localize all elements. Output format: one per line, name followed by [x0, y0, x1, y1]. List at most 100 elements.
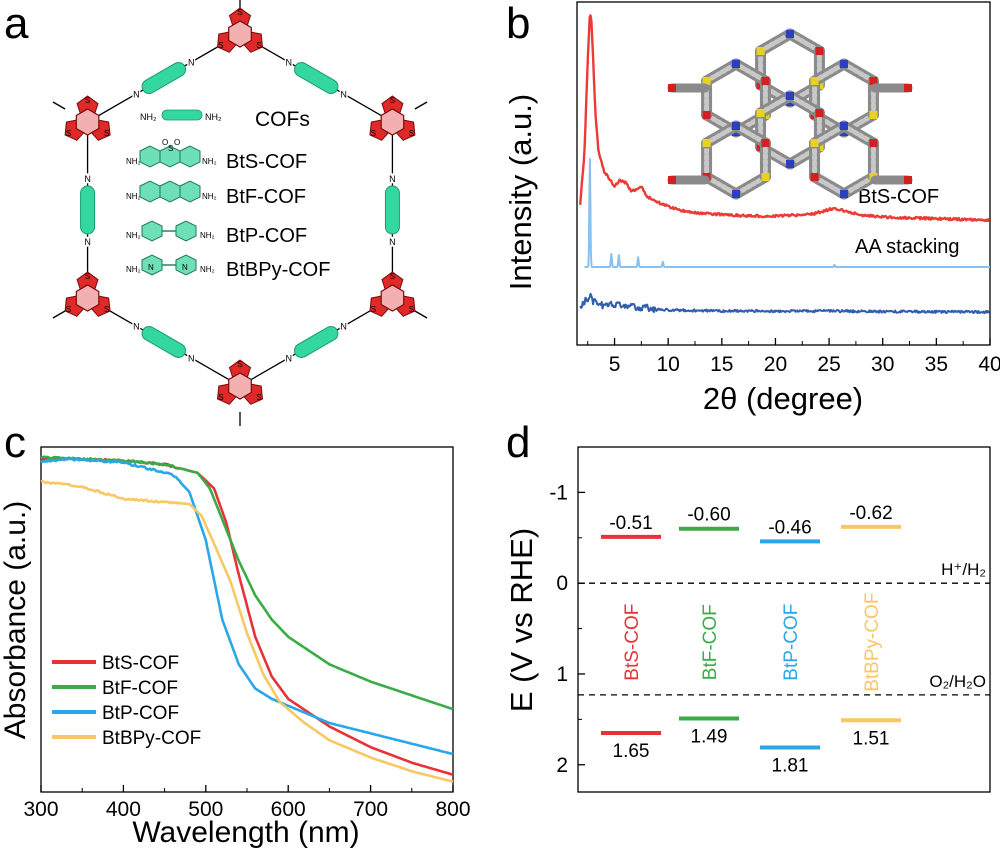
- framework-wall-hatch: [787, 31, 822, 54]
- valence-band-value-3: 1.51: [853, 728, 890, 749]
- uv-x-tick-label: 300: [23, 798, 58, 821]
- framework-atom-block: [761, 139, 770, 147]
- band-y-tick-label: 2: [556, 754, 568, 777]
- legend-btf-ring-right: [179, 180, 201, 203]
- panel-b-label: b: [506, 0, 530, 48]
- imine-n-label: N: [340, 89, 347, 99]
- legend-btp-ring-right: [175, 220, 197, 242]
- legend-btbpy-n-left: N: [148, 263, 154, 272]
- framework-wall-hatch: [812, 123, 847, 146]
- framework-atom-block: [732, 122, 740, 130]
- xrd-x-tick-label: 25: [817, 353, 840, 376]
- band-reference-label-1: O₂/H₂O: [929, 672, 986, 691]
- xrd-x-tick-label: 5: [609, 353, 621, 376]
- legend-row-bts: NH₂ O S O NH₂ BtS-COF: [126, 138, 307, 173]
- uv-series-line-1: [40, 455, 454, 711]
- linker-pill: [80, 185, 96, 235]
- framework-wall-hatch: [704, 174, 739, 197]
- framework-atom-block: [786, 30, 794, 38]
- imine-n-label: N: [133, 89, 140, 99]
- framework-wall-hatch: [704, 61, 739, 84]
- legend-entry-btp: BtP-COF: [226, 225, 307, 247]
- xrd-label-bts: BtS-COF: [858, 186, 939, 208]
- imine-label-bg: [388, 173, 397, 184]
- framework-wall-hatch: [841, 123, 876, 146]
- uv-legend: BtS-COF BtF-COF BtP-COF BtBPy-COF: [52, 653, 201, 749]
- imine-n-label: N: [286, 58, 293, 68]
- xrd-x-tick-label: 20: [764, 353, 787, 376]
- legend-btf-amine-left: NH₂: [126, 192, 141, 201]
- framework-atom-block: [840, 190, 848, 198]
- framework-atom-block: [840, 60, 848, 68]
- framework-wall-hatch: [841, 174, 876, 197]
- xrd-x-tick-label: 15: [710, 353, 733, 376]
- legend-bts-amine-left: NH₂: [126, 157, 141, 166]
- benzene-core: [380, 284, 405, 312]
- legend-title-cofs: COFs: [255, 108, 310, 131]
- thiophene-s-label: S: [409, 129, 414, 138]
- legend-bts-sulfonyl-o-left: O: [162, 138, 168, 147]
- band-reference-lines: H⁺/H₂ O₂/H₂O: [578, 560, 990, 696]
- uv-series-line-3: [40, 479, 454, 783]
- linker-pill: [384, 185, 400, 235]
- valence-band-value-0: 1.65: [613, 741, 650, 762]
- band-category-label-1: BtF-COF: [700, 604, 721, 680]
- imine-label-bg: [339, 88, 348, 99]
- xrd-y-axis-label: Intensity (a.u.): [503, 94, 538, 290]
- framework-atom-block: [756, 47, 765, 55]
- legend-row-btf: NH₂ NH₂ BtF-COF: [126, 180, 306, 208]
- xrd-label-aa-stacking: AA stacking: [855, 236, 960, 258]
- panel-a: a N N N N N N N N N N N N S S S S S S S S S S S S S S S S S S NH₂ NH₂…: [4, 0, 428, 426]
- conduction-band-value-2: -0.46: [768, 517, 811, 538]
- imine-n-label: N: [389, 237, 396, 247]
- thiophene-s-label: S: [85, 272, 90, 281]
- imine-label-bg: [284, 57, 293, 68]
- framework-atom-block: [786, 92, 794, 100]
- imine-n-label: N: [340, 322, 347, 332]
- legend-row-cofs: NH₂ NH₂ COFs: [140, 108, 310, 131]
- band-category-label-0: BtS-COF: [622, 604, 643, 681]
- framework-wall-hatch: [787, 93, 822, 116]
- xrd-series: [579, 14, 991, 315]
- framework-atom-block: [668, 176, 676, 184]
- conduction-band-value-1: -0.60: [687, 505, 730, 526]
- band-y-axis-label: E (V vs RHE): [504, 528, 539, 712]
- benzene-core: [228, 372, 252, 400]
- thiophene-s-label: S: [218, 41, 223, 50]
- imine-n-label: N: [188, 58, 195, 68]
- framework-wall-hatch: [841, 61, 876, 84]
- uv-legend-label-2: BtP-COF: [102, 703, 179, 724]
- legend-entry-btf: BtF-COF: [226, 186, 306, 208]
- framework-atom-block: [810, 173, 819, 181]
- framework-wall-hatch: [733, 61, 768, 84]
- imine-n-label: N: [188, 353, 195, 363]
- framework-wall-hatch: [812, 61, 847, 84]
- imine-label-bg: [83, 173, 92, 184]
- uv-x-tick-label: 400: [106, 798, 141, 821]
- xrd-x-tick-label: 40: [978, 353, 1000, 376]
- imine-n-label: N: [133, 322, 140, 332]
- legend-btbpy-n-right: N: [182, 263, 188, 272]
- imine-label-bg: [187, 352, 196, 363]
- framework-atom-block: [815, 47, 824, 55]
- xrd-x-tick-label: 10: [657, 353, 680, 376]
- linker-pill: [141, 326, 187, 358]
- legend-bts-sulfonyl-s: S: [168, 144, 173, 153]
- framework-atom-block: [732, 190, 740, 198]
- legend-linker-pill: [161, 109, 203, 121]
- uv-x-axis-label: Wavelength (nm): [132, 816, 359, 849]
- band-category-label-3: BtBPy-COF: [862, 593, 883, 692]
- framework-atom-block: [840, 122, 848, 130]
- legend-row-btbpy: NH₂ N N NH₂ BtBPy-COF: [126, 254, 330, 281]
- framework-atom-block: [756, 109, 765, 117]
- framework-atom-block: [732, 60, 740, 68]
- thiophene-s-label: S: [104, 129, 109, 138]
- thiophene-s-label: S: [256, 41, 261, 50]
- imine-label-bg: [284, 352, 293, 363]
- linker-legend: NH₂ NH₂ COFs NH₂ O S O NH₂ BtS-COF NH₂: [126, 108, 330, 281]
- panel-b: b 5 10 15 20 25 30 35 40 2θ (degree) Intensity …: [503, 0, 1000, 416]
- framework-wall-hatch: [733, 123, 768, 146]
- band-levels: -0.51 1.65 BtS-COF -0.60 1.49 BtF-COF -0.46 1.8…: [601, 503, 901, 777]
- framework-atom-block: [869, 111, 878, 119]
- framework-atom-block: [869, 77, 878, 85]
